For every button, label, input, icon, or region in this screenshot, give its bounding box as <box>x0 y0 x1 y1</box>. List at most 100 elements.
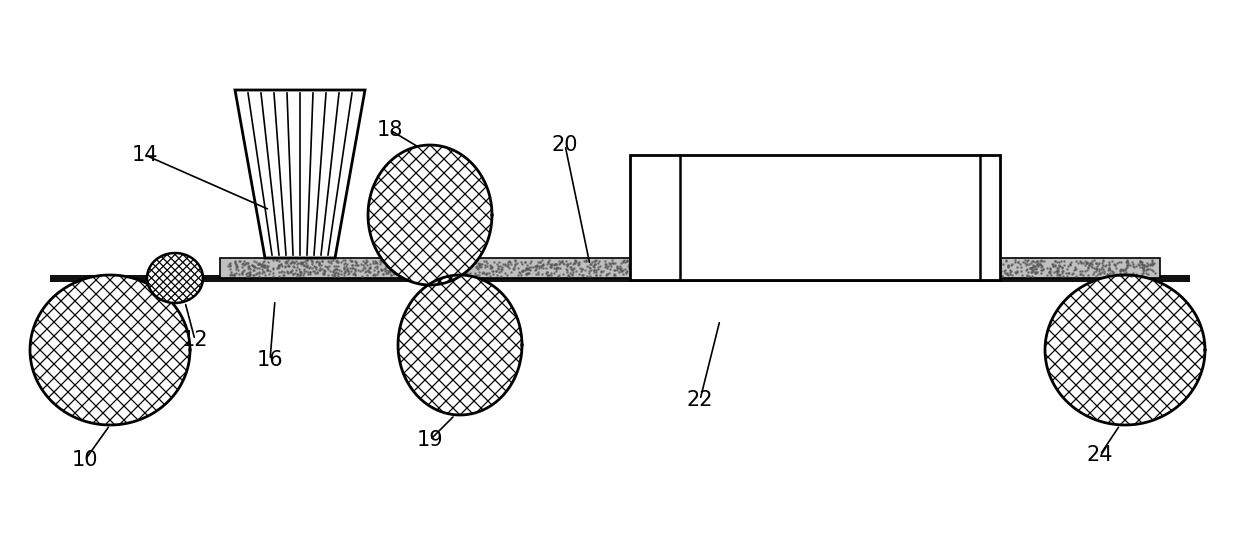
Point <box>1075 267 1095 275</box>
Point <box>219 265 239 273</box>
Point <box>249 269 269 278</box>
Point <box>475 262 495 271</box>
Point <box>301 260 321 268</box>
Point <box>910 259 930 267</box>
Point <box>388 265 408 273</box>
Point <box>839 270 859 278</box>
Point <box>461 259 481 268</box>
Point <box>687 256 707 264</box>
Point <box>812 271 832 280</box>
Point <box>419 265 439 274</box>
Point <box>784 260 804 268</box>
Point <box>635 266 655 275</box>
Point <box>766 266 786 275</box>
Point <box>310 257 330 266</box>
Point <box>565 256 585 265</box>
Point <box>227 263 247 271</box>
Point <box>446 269 466 278</box>
Point <box>811 267 831 276</box>
Point <box>1066 272 1086 280</box>
Point <box>836 265 856 273</box>
Point <box>405 270 425 278</box>
Point <box>707 264 727 272</box>
Point <box>923 270 942 279</box>
Point <box>377 263 397 271</box>
Point <box>363 257 383 265</box>
Point <box>345 271 365 279</box>
Point <box>1047 266 1066 275</box>
Point <box>238 264 258 272</box>
Point <box>618 266 637 275</box>
Point <box>862 263 882 272</box>
Point <box>706 263 725 271</box>
Point <box>429 268 449 277</box>
Point <box>694 272 714 280</box>
Point <box>859 268 879 277</box>
Point <box>515 257 534 266</box>
Point <box>558 259 578 268</box>
Point <box>476 270 496 279</box>
Point <box>837 259 857 267</box>
Point <box>440 269 460 278</box>
Point <box>438 256 458 265</box>
Point <box>517 264 537 272</box>
Point <box>563 260 583 268</box>
Point <box>795 257 815 266</box>
Point <box>820 270 839 278</box>
Point <box>1060 259 1080 268</box>
Point <box>961 257 981 265</box>
Point <box>820 264 839 272</box>
Point <box>512 266 532 275</box>
Point <box>517 265 537 274</box>
Point <box>982 258 1002 267</box>
Point <box>570 263 590 272</box>
Point <box>336 259 356 268</box>
Point <box>616 269 636 278</box>
Point <box>708 268 728 277</box>
Point <box>1022 263 1042 272</box>
Point <box>711 264 730 273</box>
Point <box>784 271 804 280</box>
Point <box>1100 266 1120 274</box>
Point <box>460 269 480 278</box>
Point <box>608 264 627 273</box>
Point <box>668 262 688 271</box>
Point <box>278 269 298 278</box>
Point <box>973 258 993 266</box>
Point <box>796 269 816 278</box>
Point <box>1116 267 1136 276</box>
Point <box>427 271 446 280</box>
Point <box>527 261 547 270</box>
Point <box>780 262 800 271</box>
Point <box>455 269 475 278</box>
Point <box>298 263 317 272</box>
Point <box>1142 256 1162 264</box>
Point <box>859 271 879 280</box>
Point <box>857 264 877 272</box>
Point <box>296 266 316 275</box>
Point <box>962 263 982 271</box>
Point <box>1116 270 1136 278</box>
Point <box>1132 262 1152 271</box>
Point <box>438 260 458 268</box>
Point <box>1110 266 1130 274</box>
Point <box>397 270 417 278</box>
Point <box>345 265 365 274</box>
Point <box>495 261 515 270</box>
Point <box>456 260 476 269</box>
Point <box>352 265 372 274</box>
Point <box>279 262 299 271</box>
Point <box>306 257 326 265</box>
Point <box>582 260 601 268</box>
Point <box>1106 270 1126 278</box>
Point <box>384 256 404 264</box>
Point <box>770 263 790 271</box>
Point <box>373 270 393 278</box>
Point <box>806 266 826 275</box>
Point <box>636 260 656 269</box>
Point <box>879 267 899 275</box>
Point <box>821 256 841 265</box>
Point <box>1023 263 1043 271</box>
Point <box>688 270 708 278</box>
Point <box>720 258 740 267</box>
